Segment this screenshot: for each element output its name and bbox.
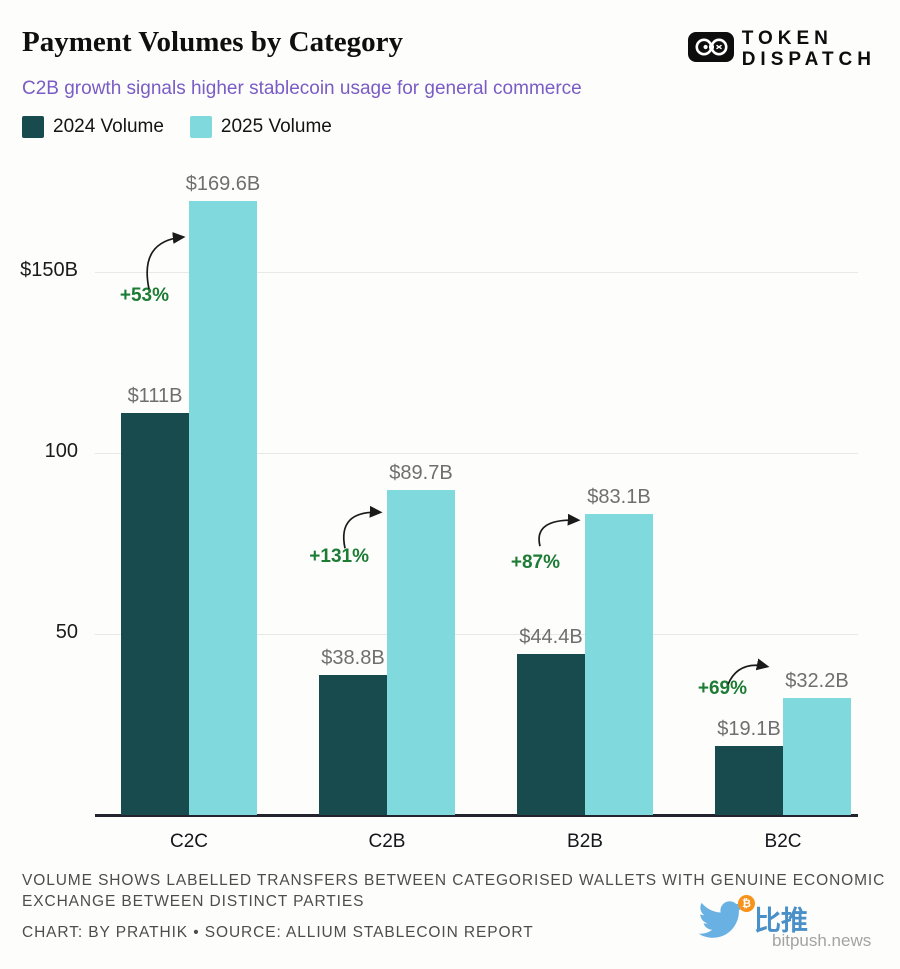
bar-value-label-2025-b2c: $32.2B [785,670,849,693]
growth-annotation-b2c: +69% [697,678,747,700]
bar-value-label-2024-c2c: $111B [127,385,183,408]
twitter-bird-icon [696,897,746,947]
bar-2024-c2b [319,674,387,815]
bar-2024-c2c [121,413,189,815]
x-axis-category-label-b2c: B2C [764,831,802,852]
x-axis-category-label-c2b: C2B [368,831,406,852]
bar-2025-b2c [783,698,851,815]
bar-2025-c2c [189,201,257,815]
gridline-150 [95,272,858,273]
logo-wordmark: TOKEN DISPATCH [742,28,876,71]
bar-value-label-2025-c2c: $169.6B [185,173,261,196]
token-dispatch-logo: TOKEN DISPATCH [687,28,876,71]
growth-annotation-c2b: +131% [309,546,369,568]
bar-value-label-2024-c2b: $38.8B [321,646,385,669]
logo-line-dispatch: DISPATCH [741,49,876,71]
goggles-logo-icon [687,31,734,68]
legend-item-2024: 2024 Volume [22,116,164,138]
bar-value-label-2025-c2b: $89.7B [389,462,453,485]
x-axis-category-label-c2c: C2C [169,831,209,852]
bitpush-watermark: ₿ 比推 bitpush.news [690,893,880,957]
growth-annotation-b2b: +87% [510,552,560,574]
bitpush-domain: bitpush.news [772,931,872,950]
bar-value-label-2024-b2b: $44.4B [519,626,583,649]
footnote-line-2: EXCHANGE BETWEEN DISTINCT PARTIES [22,893,365,910]
logo-line-token: TOKEN [741,28,833,49]
x-axis-line [95,814,858,817]
legend-swatch-2024 [22,116,44,138]
bar-value-label-2024-b2c: $19.1B [717,717,781,740]
growth-annotation-c2c: +53% [119,285,169,307]
y-axis-tick-label: $150B [20,259,78,281]
legend-label-2024: 2024 Volume [53,116,164,137]
footnote-line-1: VOLUME SHOWS LABELLED TRANSFERS BETWEEN … [22,872,886,889]
page-title: Payment Volumes by Category [22,26,404,58]
legend-label-2025: 2025 Volume [220,116,332,137]
gridline-50 [95,634,858,635]
bar-2025-c2b [387,490,455,815]
x-axis-category-label-b2b: B2B [567,831,603,852]
chart-legend: 2024 Volume 2025 Volume [22,116,332,138]
bar-value-label-2025-b2b: $83.1B [587,486,651,509]
bar-2024-b2c [715,745,783,815]
credit-line: CHART: BY PRATHIK • SOURCE: ALLIUM STABL… [22,924,534,941]
bar-2025-b2b [585,514,653,815]
legend-swatch-2025 [189,116,212,138]
y-axis-tick-label: 50 [55,621,78,643]
y-axis-tick-label: 100 [44,440,78,462]
gridline-100 [95,453,858,454]
bitpush-cn-name: 比推 [754,906,808,936]
bitcoin-badge-icon: ₿ [738,895,755,912]
chart-subtitle: C2B growth signals higher stablecoin usa… [22,78,582,99]
bar-2024-b2b [517,654,585,815]
legend-item-2025: 2025 Volume [189,116,332,138]
